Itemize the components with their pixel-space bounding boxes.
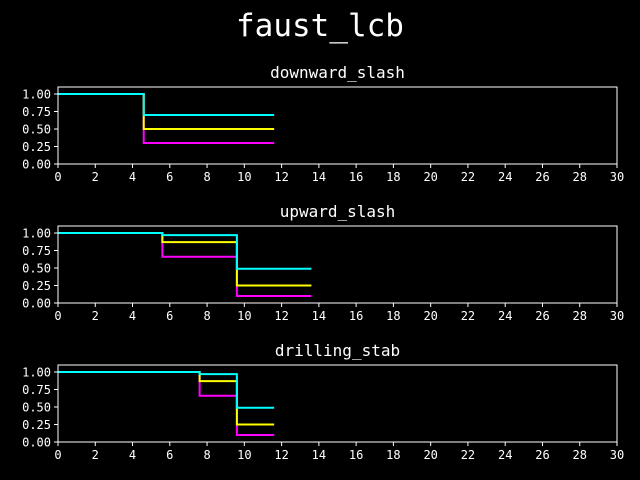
x-tick-label: 26 — [535, 309, 549, 323]
x-tick-label: 4 — [129, 170, 136, 184]
y-tick-label: 0.75 — [22, 105, 51, 119]
axes-frame — [57, 86, 618, 165]
x-tick-label: 30 — [610, 170, 624, 184]
x-tick-label: 10 — [237, 448, 251, 462]
x-tick-label: 24 — [498, 309, 512, 323]
x-tick-label: 8 — [203, 170, 210, 184]
y-tick-label: 0.75 — [22, 383, 51, 397]
x-tick-label: 22 — [461, 448, 475, 462]
x-tick-label: 0 — [54, 309, 61, 323]
y-tick-label: 0.25 — [22, 279, 51, 293]
x-tick-label: 6 — [166, 309, 173, 323]
x-tick-label: 18 — [386, 170, 400, 184]
series-line-3 — [58, 93, 275, 116]
x-tick-label: 18 — [386, 448, 400, 462]
x-tick-label: 14 — [312, 309, 326, 323]
x-tick-label: 20 — [423, 448, 437, 462]
y-tick-label: 0.00 — [22, 436, 51, 450]
x-tick-label: 28 — [573, 309, 587, 323]
x-tick-label: 16 — [349, 448, 363, 462]
x-tick-label: 20 — [423, 170, 437, 184]
x-tick-label: 26 — [535, 170, 549, 184]
series-line-3 — [58, 232, 312, 270]
x-tick-label: 22 — [461, 170, 475, 184]
x-tick-label: 2 — [92, 309, 99, 323]
x-tick-label: 10 — [237, 309, 251, 323]
x-tick-label: 12 — [274, 170, 288, 184]
x-tick-label: 6 — [166, 448, 173, 462]
y-tick-label: 0.50 — [22, 123, 51, 137]
x-tick-label: 14 — [312, 448, 326, 462]
x-tick-label: 22 — [461, 309, 475, 323]
x-tick-label: 24 — [498, 448, 512, 462]
y-tick-label: 0.25 — [22, 140, 51, 154]
x-tick-label: 14 — [312, 170, 326, 184]
y-tick-label: 1.00 — [22, 366, 51, 380]
series-line-3 — [58, 371, 275, 409]
x-tick-label: 8 — [203, 309, 210, 323]
x-tick-label: 16 — [349, 309, 363, 323]
y-tick-label: 1.00 — [22, 88, 51, 102]
x-tick-label: 28 — [573, 170, 587, 184]
x-tick-label: 8 — [203, 448, 210, 462]
subplot-title: upward_slash — [280, 202, 396, 221]
figure-title: faust_lcb — [236, 8, 404, 44]
x-tick-label: 30 — [610, 448, 624, 462]
x-tick-label: 2 — [92, 448, 99, 462]
x-tick-label: 18 — [386, 309, 400, 323]
x-tick-label: 28 — [573, 448, 587, 462]
y-tick-label: 0.25 — [22, 418, 51, 432]
x-tick-label: 20 — [423, 309, 437, 323]
subplot-title: drilling_stab — [275, 341, 400, 360]
x-tick-label: 10 — [237, 170, 251, 184]
subplot-title: downward_slash — [270, 63, 405, 82]
x-tick-label: 6 — [166, 170, 173, 184]
x-tick-label: 12 — [274, 309, 288, 323]
x-tick-label: 30 — [610, 309, 624, 323]
x-tick-label: 26 — [535, 448, 549, 462]
y-tick-label: 0.00 — [22, 158, 51, 172]
y-tick-label: 0.00 — [22, 297, 51, 311]
axes-frame — [57, 364, 618, 443]
axes-frame — [57, 225, 618, 304]
x-tick-label: 24 — [498, 170, 512, 184]
y-tick-label: 0.50 — [22, 401, 51, 415]
x-tick-label: 2 — [92, 170, 99, 184]
x-tick-label: 16 — [349, 170, 363, 184]
y-tick-label: 1.00 — [22, 227, 51, 241]
x-tick-label: 4 — [129, 448, 136, 462]
y-tick-label: 0.75 — [22, 244, 51, 258]
x-tick-label: 12 — [274, 448, 288, 462]
x-tick-label: 0 — [54, 448, 61, 462]
x-tick-label: 4 — [129, 309, 136, 323]
x-tick-label: 0 — [54, 170, 61, 184]
y-tick-label: 0.50 — [22, 262, 51, 276]
